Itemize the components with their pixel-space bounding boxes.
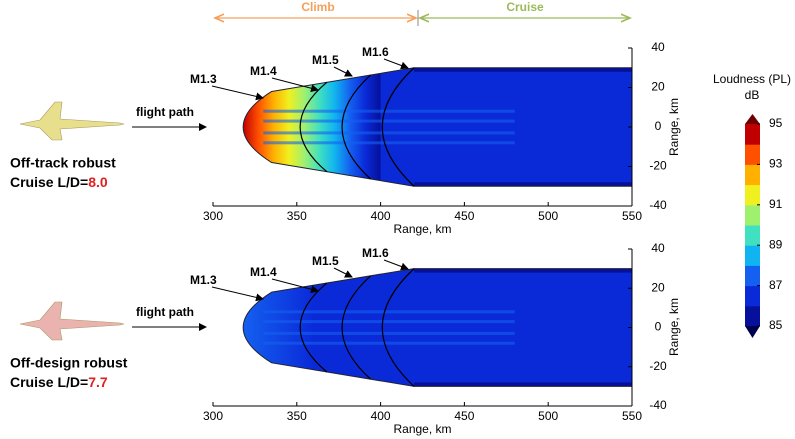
colorbar-band	[745, 245, 760, 266]
aircraft	[20, 102, 124, 140]
y-tick-label: -40	[649, 398, 667, 412]
colorbar-tick-label: 95	[769, 116, 783, 130]
flight-path-label: flight path	[136, 105, 194, 119]
colorbar-band	[745, 205, 760, 226]
colorbar-bottom-arrow	[745, 326, 760, 338]
colorbar-tick-label: 85	[769, 318, 783, 332]
colorbar-band	[745, 265, 760, 286]
x-tick-label: 550	[622, 209, 642, 223]
x-tick-label: 400	[371, 409, 391, 423]
mach-label: M1.5	[312, 254, 339, 268]
colorbar-band	[745, 185, 760, 206]
mach-pointer	[334, 268, 352, 277]
colorbar-band	[745, 306, 760, 327]
y-tick-label: 40	[651, 40, 665, 54]
x-tick-label: 300	[203, 409, 223, 423]
x-tick-label: 350	[287, 209, 307, 223]
mach-label: M1.6	[362, 45, 389, 59]
x-tick-label: 350	[287, 409, 307, 423]
x-axis-label: Range, km	[393, 222, 451, 236]
x-axis-label: Range, km	[393, 422, 451, 436]
y-tick-label: -20	[649, 159, 667, 173]
mach-pointer	[212, 86, 263, 98]
colorbar-band	[745, 124, 760, 145]
colorbar-tick-label: 91	[769, 197, 783, 211]
flight-path-label: flight path	[136, 305, 194, 319]
ld-value: 7.7	[88, 374, 108, 390]
x-tick-label: 500	[538, 409, 558, 423]
ld-line: Cruise L/D=7.7	[10, 374, 108, 390]
colorbar-tick-label: 87	[769, 278, 783, 292]
y-tick-label: 0	[655, 320, 662, 334]
contour-streak	[263, 141, 514, 144]
mach-label: M1.6	[362, 246, 389, 260]
mach-pointer	[384, 59, 408, 68]
x-tick-label: 450	[454, 209, 474, 223]
climb-label: Climb	[301, 0, 334, 14]
contour-region	[213, 48, 381, 206]
contour-edge	[414, 68, 632, 72]
mach-pointer	[384, 260, 408, 269]
y-tick-label: 0	[655, 119, 662, 133]
contour-edge	[414, 269, 632, 273]
contour-streak	[263, 342, 514, 345]
aircraft	[20, 302, 124, 340]
x-tick-label: 550	[622, 409, 642, 423]
panel-title: Off-design robust	[10, 355, 128, 371]
x-tick-label: 500	[538, 209, 558, 223]
colorbar-tick-label: 93	[769, 157, 783, 171]
mach-label: M1.5	[312, 53, 339, 67]
mach-label: M1.3	[190, 72, 217, 86]
y-tick-label: 20	[651, 280, 665, 294]
x-tick-label: 300	[203, 209, 223, 223]
ld-label: Cruise L/D=	[10, 174, 88, 190]
figure: Climb Cruise Loudness (PL) dB 85 87 89 91 93…	[0, 0, 795, 439]
ld-label: Cruise L/D=	[10, 374, 88, 390]
contour-streak	[263, 310, 514, 313]
x-tick-label: 450	[454, 409, 474, 423]
colorbar-band	[745, 164, 760, 185]
y-tick-label: 40	[651, 241, 665, 255]
y-tick-label: 20	[651, 80, 665, 94]
cruise-label: Cruise	[506, 0, 544, 14]
mach-label: M1.4	[250, 265, 277, 279]
ld-line: Cruise L/D=8.0	[10, 174, 108, 190]
y-tick-label: -40	[649, 198, 667, 212]
colorbar-tick-label: 89	[769, 237, 783, 251]
panel-title: Off-track robust	[10, 155, 116, 171]
colorbar-unit: dB	[745, 88, 760, 102]
x-tick-label: 400	[371, 209, 391, 223]
mach-pointer	[212, 287, 263, 299]
contour-edge	[414, 182, 632, 186]
contour-streak	[263, 110, 514, 113]
y-tick-label: -20	[649, 359, 667, 373]
colorbar-band	[745, 286, 760, 307]
y-axis-label: Range, km	[667, 98, 681, 156]
mach-label: M1.4	[250, 64, 277, 78]
colorbar-title: Loudness (PL)	[713, 72, 791, 86]
contour-edge	[414, 382, 632, 386]
colorbar-band	[745, 225, 760, 246]
y-axis-label: Range, km	[667, 298, 681, 356]
colorbar-band	[745, 144, 760, 165]
ld-value: 8.0	[88, 174, 108, 190]
mach-pointer	[334, 67, 352, 76]
colorbar-top-arrow	[745, 114, 760, 124]
mach-label: M1.3	[190, 273, 217, 287]
